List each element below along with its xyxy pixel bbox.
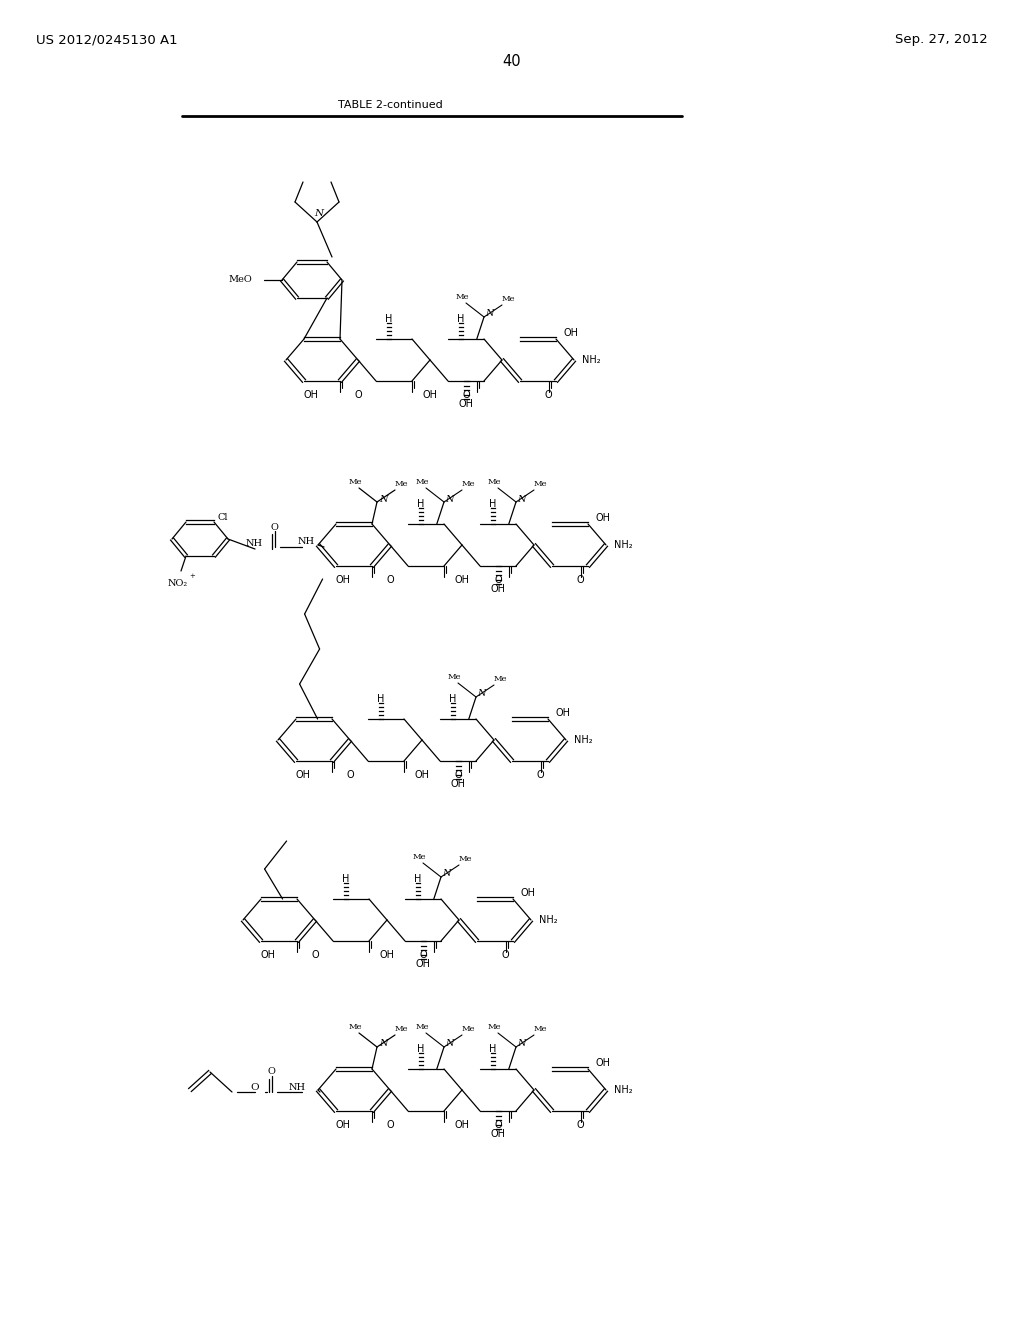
Text: N: N: [517, 495, 525, 503]
Text: O: O: [455, 770, 462, 780]
Text: OH: OH: [455, 576, 469, 585]
Text: H: H: [417, 499, 424, 510]
Text: O: O: [311, 950, 318, 960]
Text: OH: OH: [336, 1119, 350, 1130]
Text: H: H: [417, 1044, 424, 1053]
Text: O: O: [462, 389, 470, 400]
Text: OH: OH: [416, 960, 430, 969]
Text: O: O: [502, 950, 510, 960]
Text: NO₂: NO₂: [168, 579, 188, 589]
Text: O: O: [346, 770, 354, 780]
Text: H: H: [457, 314, 464, 323]
Text: H: H: [449, 694, 457, 704]
Text: OH: OH: [423, 389, 437, 400]
Text: OH: OH: [455, 1119, 469, 1130]
Text: OH: OH: [261, 950, 275, 960]
Text: NH₂: NH₂: [582, 355, 601, 366]
Text: H: H: [342, 874, 349, 884]
Text: O: O: [354, 389, 361, 400]
Text: OH: OH: [490, 583, 506, 594]
Text: O: O: [386, 1119, 394, 1130]
Text: Me: Me: [461, 1026, 475, 1034]
Text: Sep. 27, 2012: Sep. 27, 2012: [895, 33, 988, 46]
Text: OH: OH: [296, 770, 310, 780]
Text: OH: OH: [304, 389, 318, 400]
Text: MeO: MeO: [228, 276, 252, 285]
Text: O: O: [495, 1119, 502, 1130]
Text: H: H: [377, 694, 384, 704]
Text: OH: OH: [490, 1129, 506, 1139]
Text: Me: Me: [461, 480, 475, 488]
Text: N: N: [445, 495, 454, 503]
Text: H: H: [488, 499, 497, 510]
Text: O: O: [577, 576, 585, 585]
Text: NH: NH: [246, 540, 263, 549]
Text: O: O: [251, 1082, 259, 1092]
Text: O: O: [545, 389, 553, 400]
Text: Me: Me: [459, 855, 472, 863]
Text: Me: Me: [534, 1026, 547, 1034]
Text: Me: Me: [416, 478, 429, 486]
Text: OH: OH: [595, 1059, 610, 1068]
Text: Me: Me: [494, 675, 507, 682]
Text: O: O: [419, 950, 427, 960]
Text: N: N: [379, 495, 387, 503]
Text: O: O: [495, 576, 502, 585]
Text: OH: OH: [415, 770, 429, 780]
Text: 40: 40: [503, 54, 521, 70]
Text: H: H: [385, 314, 392, 323]
Text: OH: OH: [563, 327, 579, 338]
Text: NH₂: NH₂: [614, 1085, 633, 1096]
Text: N: N: [517, 1040, 525, 1048]
Text: N: N: [314, 209, 324, 218]
Text: N: N: [477, 689, 485, 698]
Text: N: N: [442, 870, 451, 879]
Text: OH: OH: [336, 576, 350, 585]
Text: Me: Me: [487, 1023, 501, 1031]
Text: Me: Me: [413, 853, 426, 861]
Text: Me: Me: [456, 293, 469, 301]
Text: TABLE 2-continued: TABLE 2-continued: [338, 100, 442, 110]
Text: OH: OH: [459, 399, 473, 409]
Text: Me: Me: [394, 480, 408, 488]
Text: Cl: Cl: [218, 512, 228, 521]
Text: N: N: [379, 1040, 387, 1048]
Text: Me: Me: [394, 1026, 408, 1034]
Text: OH: OH: [595, 513, 610, 523]
Text: N: N: [485, 309, 494, 318]
Text: O: O: [386, 576, 394, 585]
Text: Me: Me: [348, 478, 361, 486]
Text: H: H: [488, 1044, 497, 1053]
Text: OH: OH: [555, 708, 570, 718]
Text: NH₂: NH₂: [614, 540, 633, 550]
Text: +: +: [189, 572, 195, 579]
Text: NH: NH: [298, 537, 315, 546]
Text: Me: Me: [487, 478, 501, 486]
Text: NH₂: NH₂: [539, 915, 558, 925]
Text: US 2012/0245130 A1: US 2012/0245130 A1: [36, 33, 177, 46]
Text: N: N: [445, 1040, 454, 1048]
Text: OH: OH: [451, 779, 466, 789]
Text: NH₂: NH₂: [574, 735, 593, 744]
Text: NH: NH: [289, 1082, 306, 1092]
Text: Me: Me: [502, 294, 515, 304]
Text: O: O: [577, 1119, 585, 1130]
Text: Me: Me: [416, 1023, 429, 1031]
Text: Me: Me: [447, 673, 461, 681]
Text: OH: OH: [380, 950, 394, 960]
Text: O: O: [270, 523, 278, 532]
Text: O: O: [537, 770, 545, 780]
Text: H: H: [414, 874, 421, 884]
Text: O: O: [267, 1067, 274, 1076]
Text: Me: Me: [534, 480, 547, 488]
Text: OH: OH: [520, 888, 536, 898]
Text: Me: Me: [348, 1023, 361, 1031]
